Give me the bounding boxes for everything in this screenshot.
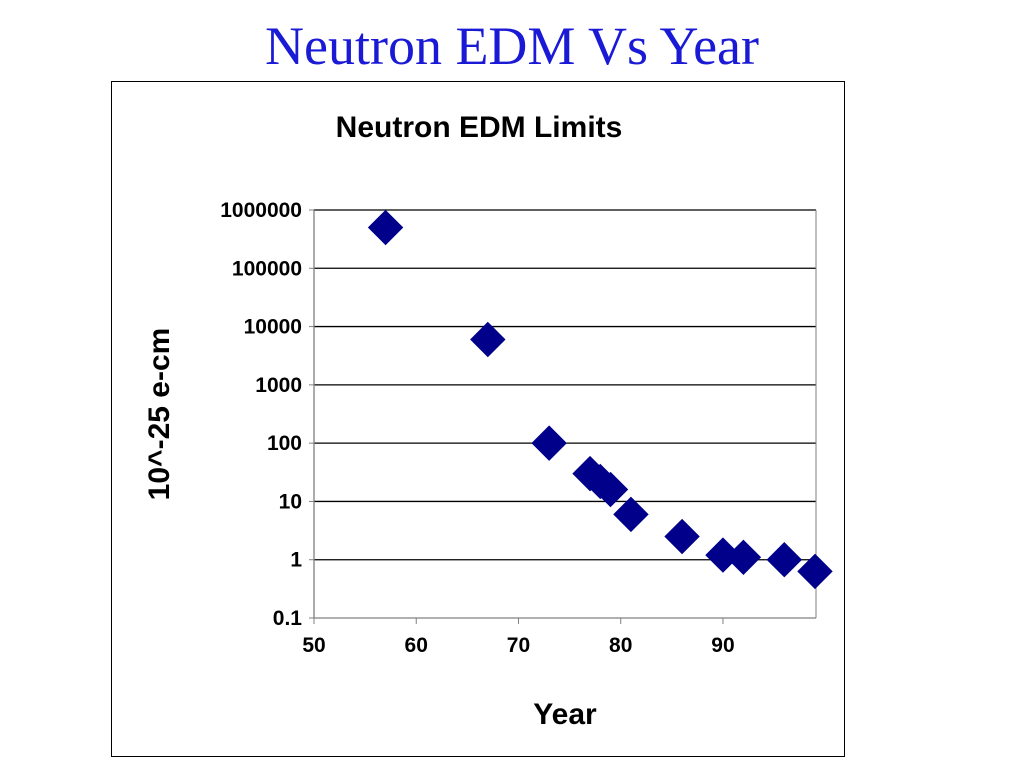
y-tick-label: 1 xyxy=(290,549,302,572)
x-tick-label: 60 xyxy=(405,634,428,657)
x-tick-label: 90 xyxy=(711,634,734,657)
x-axis-label: Year xyxy=(533,698,597,731)
y-tick-label: 10 xyxy=(279,490,302,513)
data-point xyxy=(725,539,762,576)
data-point xyxy=(797,553,833,590)
y-tick-label: 0.1 xyxy=(273,607,303,630)
x-tick-label: 80 xyxy=(609,634,632,657)
y-axis-label: 10^-25 e-cm xyxy=(143,328,176,501)
x-tick-label: 70 xyxy=(507,634,530,657)
data-point xyxy=(664,518,700,555)
data-point xyxy=(766,542,803,578)
chart-title: Neutron EDM Limits xyxy=(336,111,623,144)
chart-frame: Neutron EDM Limits Year 10^-25 e-cm 1000… xyxy=(111,81,845,757)
data-point xyxy=(470,321,506,358)
y-tick-label: 10000 xyxy=(244,316,302,339)
data-point xyxy=(531,425,567,461)
y-tick-label: 1000 xyxy=(255,374,302,397)
y-tick-label: 100 xyxy=(267,432,302,455)
data-point xyxy=(367,209,404,246)
y-tick-label: 100000 xyxy=(232,257,302,280)
slide-title: Neutron EDM Vs Year xyxy=(265,16,759,76)
data-point xyxy=(592,471,629,508)
data-point xyxy=(613,496,649,533)
scatter-chart: Neutron EDM Limits Year 10^-25 e-cm 1000… xyxy=(143,111,833,731)
x-tick-label: 50 xyxy=(302,634,325,657)
y-tick-label: 1000000 xyxy=(220,199,302,222)
